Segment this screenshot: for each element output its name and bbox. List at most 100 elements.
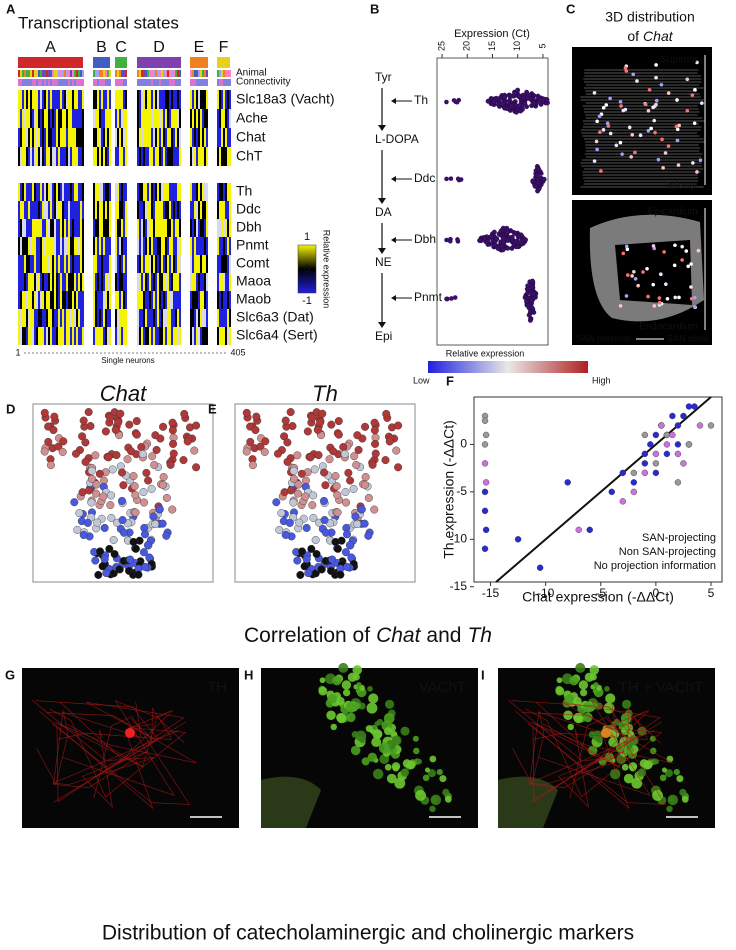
connectivity-cell xyxy=(139,79,141,86)
heatmap-cell xyxy=(72,237,74,255)
heatmap-cell xyxy=(42,309,44,327)
heatmap-cell xyxy=(58,90,60,109)
cell xyxy=(700,101,704,105)
heatmap-cell xyxy=(66,201,68,219)
heatmap-cell xyxy=(78,147,80,166)
heatmap-cell xyxy=(62,109,64,128)
heatmap-cell xyxy=(26,183,28,201)
heatmap-cell xyxy=(198,237,200,255)
cell-body xyxy=(666,805,673,813)
heatmap-cell xyxy=(117,237,119,255)
heatmap-cell xyxy=(229,128,231,147)
tsne-dot xyxy=(49,426,58,435)
heatmap-cell xyxy=(221,90,223,109)
heatmap-cell xyxy=(103,327,105,345)
heatmap-cell xyxy=(221,291,223,309)
animal-cell xyxy=(219,70,221,77)
heatmap-cell xyxy=(163,291,165,309)
heatmap-cell xyxy=(119,147,121,166)
heatmap-cell xyxy=(153,201,155,219)
heatmap-cell xyxy=(147,273,149,291)
tsne-dot xyxy=(344,468,353,477)
tsne-dot xyxy=(71,449,80,458)
metabolite: Epi xyxy=(375,329,392,343)
heatmap-cell xyxy=(121,273,123,291)
animal-cell xyxy=(202,70,204,77)
heatmap-cell xyxy=(48,201,50,219)
heatmap-cell xyxy=(95,291,97,309)
title-word: of xyxy=(627,28,639,44)
heatmap-cell xyxy=(62,183,64,201)
heatmap-cell xyxy=(64,90,66,109)
heatmap-cell xyxy=(107,327,109,345)
heatmap-cell xyxy=(93,109,95,128)
heatmap-cell xyxy=(194,183,196,201)
gene-label: Maoa xyxy=(236,273,271,289)
cell-body xyxy=(436,768,443,776)
connectivity-cell xyxy=(62,79,64,86)
cell-body xyxy=(567,723,574,731)
heatmap-cell xyxy=(82,273,84,291)
tsne-dot xyxy=(120,528,129,537)
panel-label: G xyxy=(5,667,15,682)
heatmap-cell xyxy=(169,147,171,166)
heatmap-cell xyxy=(95,237,97,255)
legend-high: High xyxy=(592,375,611,385)
heatmap-cell xyxy=(206,219,208,237)
swarm-dot xyxy=(536,167,542,173)
cluster-bar xyxy=(18,57,83,68)
heatmap-cell xyxy=(119,273,121,291)
tsne-dot xyxy=(130,482,139,491)
heatmap-cell xyxy=(26,255,28,273)
animal-cell xyxy=(155,70,157,77)
heatmap-cell xyxy=(97,128,99,147)
heatmap-cell xyxy=(56,255,58,273)
x-tick-label: 0 xyxy=(653,586,660,600)
point xyxy=(691,403,698,410)
heatmap-cell xyxy=(80,147,82,166)
caption-gene: Th xyxy=(467,624,492,647)
heatmap-cell xyxy=(26,201,28,219)
cell xyxy=(614,143,619,148)
heatmap-cell xyxy=(28,291,30,309)
heatmap-cell xyxy=(50,273,52,291)
heatmap-cell xyxy=(101,128,103,147)
heatmap-cell xyxy=(70,255,72,273)
animal-cell xyxy=(93,70,95,77)
heatmap-cell xyxy=(80,90,82,109)
heatmap-cell xyxy=(175,255,177,273)
heatmap-cell xyxy=(105,309,107,327)
connectivity-cell xyxy=(82,79,84,86)
animal-cell xyxy=(54,70,56,77)
heatmap-cell xyxy=(119,327,121,345)
animal-cell xyxy=(82,70,84,77)
heatmap-cell xyxy=(28,219,30,237)
heatmap-cell xyxy=(76,147,78,166)
heatmap-cell xyxy=(139,147,141,166)
cell xyxy=(675,138,680,143)
heatmap-cell xyxy=(200,255,202,273)
heatmap-cell xyxy=(28,237,30,255)
heatmap-cell xyxy=(109,309,111,327)
cell-body xyxy=(350,745,361,756)
cell-body xyxy=(352,665,363,675)
heatmap-cell xyxy=(97,90,99,109)
heatmap-cell xyxy=(159,327,161,345)
heatmap-cell xyxy=(50,90,52,109)
heatmap-cell xyxy=(121,128,123,147)
cell-body xyxy=(366,702,378,714)
heatmap-cell xyxy=(66,147,68,166)
tsne-dot xyxy=(114,418,123,427)
tsne-dot xyxy=(101,427,110,436)
heatmap-cell xyxy=(22,327,24,345)
animal-cell xyxy=(34,70,36,77)
heatmap-cell xyxy=(167,90,169,109)
heatmap-cell xyxy=(76,109,78,128)
heatmap-cell xyxy=(117,128,119,147)
connectivity-cell xyxy=(70,79,72,86)
animal-cell xyxy=(192,70,194,77)
heatmap-cell xyxy=(105,128,107,147)
heatmap-cell xyxy=(119,109,121,128)
animal-cell xyxy=(78,70,80,77)
heatmap-cell xyxy=(30,309,32,327)
